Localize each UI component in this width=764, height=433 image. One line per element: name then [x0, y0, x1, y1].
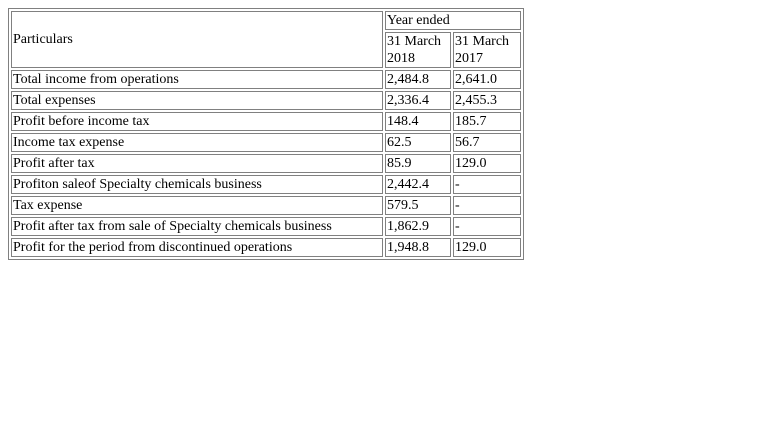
value-2018: 2,442.4: [385, 175, 451, 194]
row-label: Total expenses: [11, 91, 383, 110]
value-2017: 56.7: [453, 133, 521, 152]
table-row: Income tax expense 62.5 56.7: [11, 133, 521, 152]
value-2017: -: [453, 175, 521, 194]
table-row: Profit after tax from sale of Specialty …: [11, 217, 521, 236]
value-2018: 85.9: [385, 154, 451, 173]
value-2017: -: [453, 217, 521, 236]
value-2018: 2,336.4: [385, 91, 451, 110]
financial-table: Particulars Year ended 31 March 2018 31 …: [8, 8, 524, 260]
table-row: Profit for the period from discontinued …: [11, 238, 521, 257]
header-col-2017-line2: 2017: [455, 51, 483, 66]
value-2018: 62.5: [385, 133, 451, 152]
header-col-2017: 31 March 2017: [453, 32, 521, 68]
value-2018: 579.5: [385, 196, 451, 215]
row-label: Total income from operations: [11, 70, 383, 89]
header-row-1: Particulars Year ended: [11, 11, 521, 68]
table-body: Particulars Year ended 31 March 2018 31 …: [11, 11, 521, 257]
row-label: Profit after tax from sale of Specialty …: [11, 217, 383, 236]
header-col-2018: 31 March 2018: [385, 32, 451, 68]
value-2017: -: [453, 196, 521, 215]
header-row-2: 31 March 2018 31 March 2017: [11, 32, 521, 68]
header-col-2018-line1: 31 March: [387, 34, 442, 49]
table-row: Tax expense 579.5-: [11, 196, 521, 215]
table-row: Profit after tax 85.9 129.0: [11, 154, 521, 173]
header-particulars: Particulars: [11, 11, 383, 68]
row-label: Tax expense: [11, 196, 383, 215]
value-2017: 2,641.0: [453, 70, 521, 89]
table-row: Profit before income tax 148.4 185.7: [11, 112, 521, 131]
header-col-2018-line2: 2018: [387, 51, 415, 66]
row-label: Profiton saleof Specialty chemicals busi…: [11, 175, 383, 194]
row-label: Profit before income tax: [11, 112, 383, 131]
table-row: Total expenses 2,336.4 2,455.3: [11, 91, 521, 110]
value-2017: 185.7: [453, 112, 521, 131]
row-label: Income tax expense: [11, 133, 383, 152]
row-label: Profit for the period from discontinued …: [11, 238, 383, 257]
header-col-2017-line1: 31 March: [455, 34, 510, 49]
table-row: Total income from operations 2,484.8 2,641…: [11, 70, 521, 89]
value-2017: 129.0: [453, 154, 521, 173]
value-2017: 129.0: [453, 238, 521, 257]
value-2018: 1,862.9: [385, 217, 451, 236]
header-year-ended: Year ended: [385, 11, 521, 30]
value-2018: 2,484.8: [385, 70, 451, 89]
table-row: Profiton saleof Specialty chemicals busi…: [11, 175, 521, 194]
value-2018: 148.4: [385, 112, 451, 131]
row-label: Profit after tax: [11, 154, 383, 173]
value-2018: 1,948.8: [385, 238, 451, 257]
value-2017: 2,455.3: [453, 91, 521, 110]
